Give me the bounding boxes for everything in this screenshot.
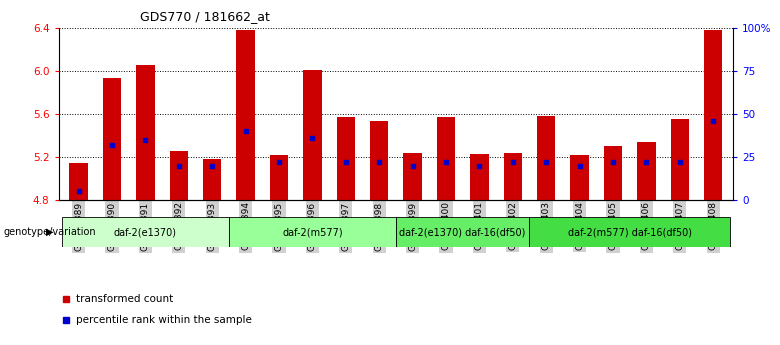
Text: genotype/variation: genotype/variation [4, 227, 97, 237]
Bar [270, 155, 288, 200]
Bar [537, 116, 555, 200]
Text: daf-2(m577): daf-2(m577) [282, 227, 342, 237]
Bar [136, 65, 154, 200]
Bar [303, 70, 321, 200]
Text: ▶: ▶ [45, 227, 53, 237]
Bar [236, 30, 255, 200]
Bar [336, 117, 355, 200]
Bar [370, 121, 388, 200]
Bar [437, 117, 456, 200]
Bar [62, 217, 229, 247]
Text: daf-2(e1370) daf-16(df50): daf-2(e1370) daf-16(df50) [399, 227, 526, 237]
Bar [570, 155, 589, 200]
Bar [530, 217, 730, 247]
Bar [671, 119, 689, 200]
Bar [403, 152, 422, 200]
Bar [470, 154, 488, 200]
Bar [604, 146, 622, 200]
Bar [229, 217, 395, 247]
Text: daf-2(e1370): daf-2(e1370) [114, 227, 177, 237]
Bar [169, 150, 188, 200]
Text: GDS770 / 181662_at: GDS770 / 181662_at [140, 10, 271, 23]
Bar [704, 30, 722, 200]
Bar [69, 164, 87, 200]
Bar [395, 217, 530, 247]
Text: percentile rank within the sample: percentile rank within the sample [76, 315, 252, 325]
Bar [637, 142, 655, 200]
Text: transformed count: transformed count [76, 294, 173, 304]
Bar [103, 78, 121, 200]
Bar [504, 152, 522, 200]
Text: daf-2(m577) daf-16(df50): daf-2(m577) daf-16(df50) [568, 227, 692, 237]
Bar [203, 159, 222, 200]
